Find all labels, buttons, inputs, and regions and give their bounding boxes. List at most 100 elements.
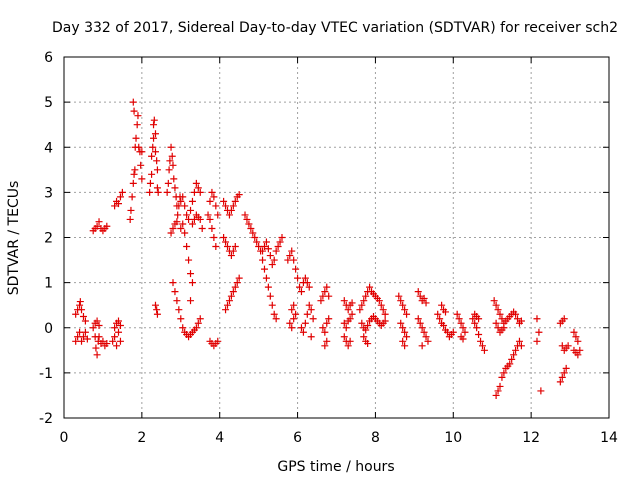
data-point — [148, 170, 156, 178]
data-point — [214, 211, 222, 219]
data-point — [247, 224, 255, 232]
data-point — [340, 297, 348, 305]
data-point — [292, 265, 300, 273]
data-point — [253, 238, 261, 246]
data-point — [111, 324, 119, 332]
data-point — [103, 222, 111, 230]
data-point — [165, 166, 173, 174]
y-tick-label: 0 — [44, 321, 53, 337]
data-point — [496, 382, 504, 390]
x-tick-label: 4 — [215, 430, 224, 446]
data-point — [150, 121, 158, 129]
data-point — [179, 220, 187, 228]
data-point — [455, 315, 463, 323]
y-axis-label: SDTVAR / TECUs — [6, 181, 22, 296]
x-tick-label: 6 — [293, 430, 302, 446]
data-point — [272, 247, 280, 255]
data-point — [290, 301, 298, 309]
data-point — [146, 179, 154, 187]
data-point — [126, 215, 134, 223]
data-point — [175, 202, 183, 210]
data-point — [177, 197, 185, 205]
y-axis-ticks: -2 -1 0 1 2 3 4 5 6 — [39, 50, 609, 427]
data-point — [181, 202, 189, 210]
data-point — [290, 315, 298, 323]
data-point — [533, 315, 541, 323]
data-point — [192, 179, 200, 187]
data-point — [399, 324, 407, 332]
data-point — [153, 306, 161, 314]
data-point — [235, 274, 243, 282]
data-point — [492, 319, 500, 327]
data-point — [208, 224, 216, 232]
data-point — [132, 134, 140, 142]
data-point — [403, 310, 411, 318]
data-point — [296, 283, 304, 291]
x-tick-label: 14 — [600, 430, 618, 446]
data-point — [514, 315, 522, 323]
data-point — [185, 215, 193, 223]
data-point — [224, 301, 231, 309]
data-point — [168, 152, 176, 160]
data-point — [131, 166, 139, 174]
data-point — [494, 324, 502, 332]
data-point — [418, 324, 426, 332]
data-point — [198, 224, 206, 232]
data-point — [535, 328, 543, 336]
data-point — [241, 211, 249, 219]
x-tick-label: 10 — [444, 430, 462, 446]
data-point — [307, 333, 315, 341]
data-point — [356, 306, 364, 314]
data-point — [249, 229, 257, 237]
data-point — [245, 220, 253, 228]
data-point — [92, 344, 100, 352]
data-point — [192, 324, 200, 332]
data-point — [185, 256, 193, 264]
data-point — [305, 301, 313, 309]
data-point — [512, 310, 520, 318]
data-point — [323, 283, 331, 291]
data-point — [340, 333, 348, 341]
data-point — [89, 324, 97, 332]
data-point — [76, 301, 84, 309]
data-point — [340, 319, 348, 327]
data-point — [292, 310, 300, 318]
data-point — [233, 279, 241, 287]
data-point — [449, 328, 457, 336]
data-point — [286, 252, 294, 260]
data-point — [206, 215, 214, 223]
data-point — [459, 335, 467, 343]
data-point — [190, 215, 198, 223]
y-tick-label: 3 — [44, 185, 53, 201]
data-point — [416, 319, 424, 327]
data-point — [276, 238, 284, 246]
data-point — [95, 218, 103, 226]
data-point — [477, 337, 485, 345]
data-point — [560, 369, 568, 377]
data-point — [533, 337, 541, 345]
data-point — [231, 283, 239, 291]
data-point — [381, 317, 389, 325]
data-point — [498, 373, 506, 381]
data-point — [231, 243, 239, 251]
data-point — [517, 317, 525, 325]
data-point — [225, 211, 233, 219]
data-point — [286, 319, 294, 327]
data-point — [471, 319, 479, 327]
data-point — [325, 315, 333, 323]
data-point — [148, 152, 156, 160]
data-point — [93, 222, 101, 230]
data-point — [574, 337, 582, 345]
data-point — [78, 306, 86, 314]
data-point — [190, 188, 198, 196]
data-point — [259, 247, 267, 255]
data-point — [194, 184, 202, 192]
data-point — [307, 306, 315, 314]
data-point — [72, 310, 80, 318]
data-point — [475, 315, 483, 323]
data-point — [188, 279, 196, 287]
data-point — [210, 193, 218, 201]
data-point — [153, 166, 161, 174]
data-point — [268, 301, 276, 309]
